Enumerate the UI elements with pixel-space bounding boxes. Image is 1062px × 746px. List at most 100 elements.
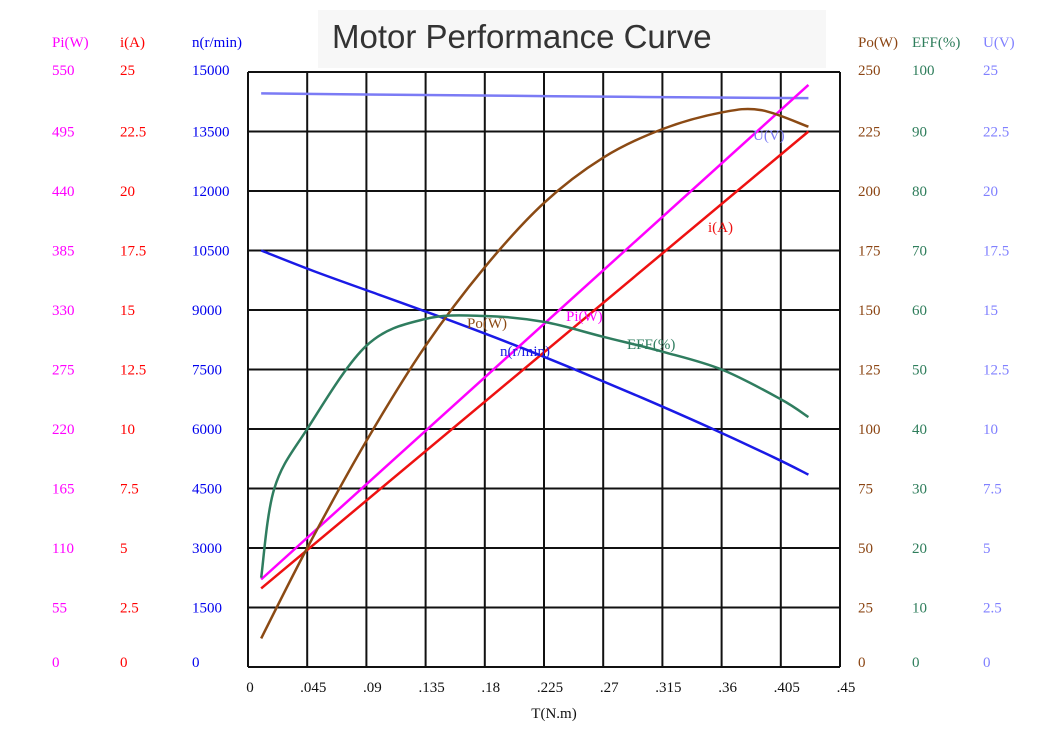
x-tick-label: .045	[300, 680, 326, 696]
series-group	[259, 84, 810, 640]
y-tick-label-eff: 80	[912, 184, 927, 200]
series-label-n: n(r/min)	[500, 344, 550, 360]
axis-title-eff: EFF(%)	[912, 35, 960, 51]
y-tick-label-n: 13500	[192, 125, 230, 141]
y-tick-label-i: 5	[120, 541, 128, 557]
series-line-pi	[260, 84, 810, 581]
y-tick-label-eff: 50	[912, 363, 927, 379]
y-tick-label-i: 25	[120, 63, 135, 79]
y-tick-label-i: 7.5	[120, 482, 139, 498]
y-tick-label-po: 100	[858, 422, 881, 438]
y-tick-label-pi: 550	[52, 63, 75, 79]
y-tick-label-u: 7.5	[983, 482, 1002, 498]
y-tick-label-pi: 165	[52, 482, 75, 498]
y-tick-label-pi: 275	[52, 363, 75, 379]
y-tick-label-u: 15	[983, 303, 998, 319]
x-tick-label: .135	[418, 680, 444, 696]
y-tick-label-eff: 70	[912, 244, 927, 260]
y-tick-label-pi: 330	[52, 303, 75, 319]
chart-title: Motor Performance Curve	[332, 18, 712, 55]
y-tick-label-u: 10	[983, 422, 998, 438]
y-tick-label-n: 10500	[192, 244, 230, 260]
y-tick-label-i: 0	[120, 655, 128, 671]
y-tick-label-pi: 0	[52, 655, 60, 671]
x-tick-label: .09	[363, 680, 382, 696]
y-tick-label-n: 15000	[192, 63, 230, 79]
y-tick-label-eff: 40	[912, 422, 927, 438]
y-tick-label-eff: 90	[912, 125, 927, 141]
y-tick-label-eff: 60	[912, 303, 927, 319]
series-label-u: U(V)	[753, 128, 785, 144]
y-tick-label-pi: 220	[52, 422, 75, 438]
x-tick-label: .315	[655, 680, 681, 696]
axis-title-po: Po(W)	[858, 35, 898, 51]
grid	[247, 71, 841, 668]
x-tick-label: 0	[246, 680, 254, 696]
series-line-n	[260, 249, 809, 476]
series-label-pi: Pi(W)	[566, 309, 603, 325]
y-tick-label-eff: 10	[912, 601, 927, 617]
y-tick-label-po: 175	[858, 244, 881, 260]
y-tick-label-pi: 385	[52, 244, 75, 260]
y-tick-label-pi: 110	[52, 541, 74, 557]
y-tick-label-n: 6000	[192, 422, 222, 438]
y-tick-label-pi: 55	[52, 601, 67, 617]
y-tick-label-i: 20	[120, 184, 135, 200]
series-label-eff: EFF(%)	[627, 337, 675, 353]
y-tick-label-u: 12.5	[983, 363, 1009, 379]
x-tick-label: .27	[600, 680, 619, 696]
y-tick-label-po: 150	[858, 303, 881, 319]
x-tick-label: .405	[774, 680, 800, 696]
y-tick-label-i: 17.5	[120, 244, 146, 260]
y-tick-label-i: 12.5	[120, 363, 146, 379]
series-line-eff	[259, 314, 810, 578]
axis-title-u: U(V)	[983, 35, 1015, 51]
y-tick-label-po: 50	[858, 541, 873, 557]
y-tick-label-u: 2.5	[983, 601, 1002, 617]
x-tick-label: .225	[537, 680, 563, 696]
axis-title-i: i(A)	[120, 35, 145, 51]
axis-title-n: n(r/min)	[192, 35, 242, 51]
y-tick-label-eff: 100	[912, 63, 935, 79]
series-label-po: Po(W)	[467, 316, 507, 332]
series-line-po	[260, 107, 809, 640]
y-tick-label-n: 0	[192, 655, 200, 671]
y-tick-label-po: 75	[858, 482, 873, 498]
y-tick-label-eff: 30	[912, 482, 927, 498]
y-tick-label-n: 9000	[192, 303, 222, 319]
y-tick-label-eff: 20	[912, 541, 927, 557]
x-tick-label: .18	[481, 680, 500, 696]
y-tick-label-n: 1500	[192, 601, 222, 617]
y-tick-label-i: 22.5	[120, 125, 146, 141]
x-tick-label: .36	[718, 680, 737, 696]
x-tick-label: .45	[837, 680, 856, 696]
y-tick-label-u: 0	[983, 655, 991, 671]
title-background	[318, 10, 826, 68]
y-tick-label-n: 4500	[192, 482, 222, 498]
y-tick-label-pi: 440	[52, 184, 75, 200]
axes-group: 0 .045 .09 .135 .18 .225 .27 .315 .36 .405 .45 T(N.…	[52, 35, 1015, 722]
y-tick-label-po: 250	[858, 63, 881, 79]
y-tick-label-n: 3000	[192, 541, 222, 557]
y-tick-label-i: 15	[120, 303, 135, 319]
y-tick-label-po: 125	[858, 363, 881, 379]
y-tick-label-u: 20	[983, 184, 998, 200]
y-tick-label-po: 225	[858, 125, 881, 141]
y-tick-label-u: 25	[983, 63, 998, 79]
series-line-u	[261, 92, 809, 100]
y-tick-label-po: 25	[858, 601, 873, 617]
y-tick-label-u: 22.5	[983, 125, 1009, 141]
y-tick-label-u: 5	[983, 541, 991, 557]
y-tick-label-po: 200	[858, 184, 881, 200]
y-tick-label-n: 12000	[192, 184, 230, 200]
axis-title-pi: Pi(W)	[52, 35, 89, 51]
y-tick-label-po: 0	[858, 655, 866, 671]
y-tick-label-u: 17.5	[983, 244, 1009, 260]
y-tick-label-eff: 0	[912, 655, 920, 671]
y-tick-label-i: 2.5	[120, 601, 139, 617]
labels-group: U(V) n(r/min) i(A) Pi(W) Po(W) EFF(%)	[467, 128, 785, 360]
series-label-i: i(A)	[708, 220, 733, 236]
y-tick-label-i: 10	[120, 422, 135, 438]
x-axis-title: T(N.m)	[531, 706, 576, 722]
